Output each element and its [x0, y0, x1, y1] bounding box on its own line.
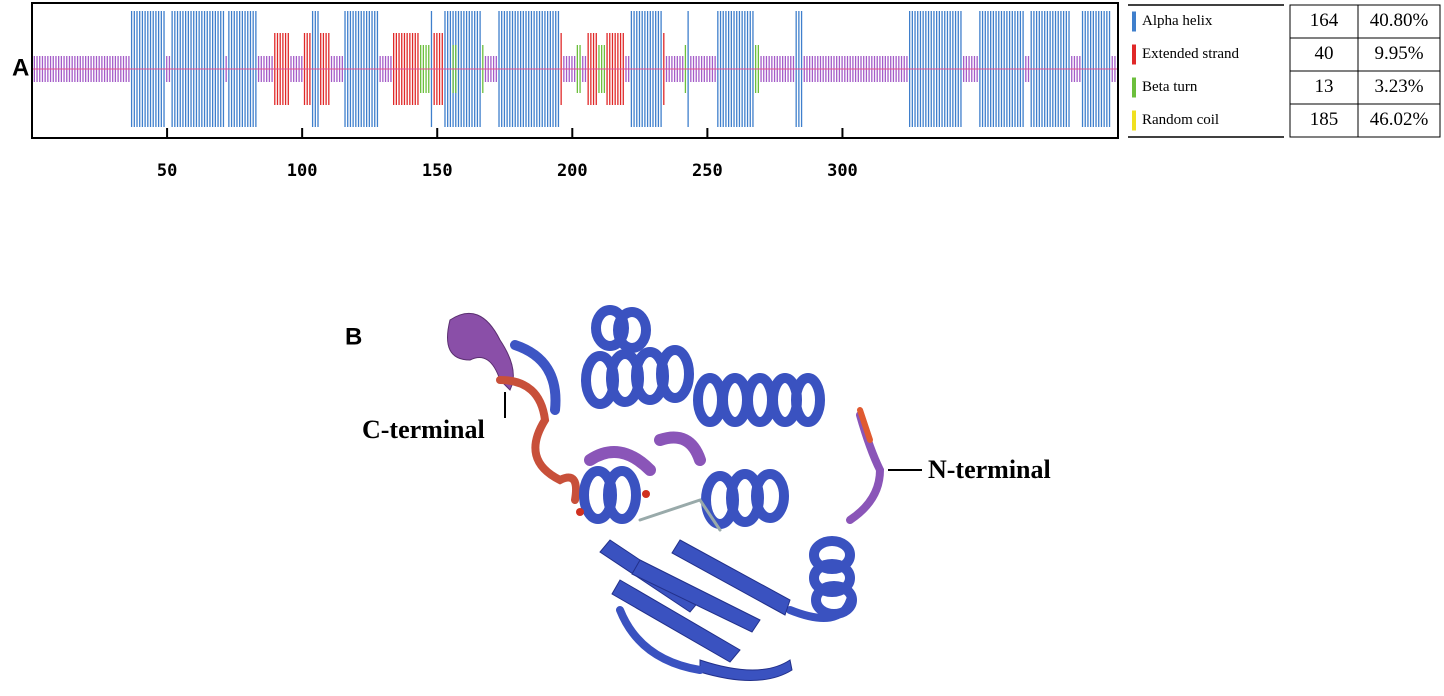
c-terminal-label: C-terminal: [362, 415, 485, 444]
percent-cell: 9.95%: [1374, 43, 1423, 64]
count-cell: 185: [1310, 109, 1339, 130]
legend-name: Extended strand: [1142, 46, 1240, 62]
legend-swatch: [1132, 77, 1136, 98]
x-tick-label: 250: [692, 161, 723, 181]
x-tick-label: 150: [422, 161, 453, 181]
n-terminal-label: N-terminal: [928, 455, 1051, 484]
count-cell: 13: [1315, 76, 1334, 97]
legend-swatch: [1132, 110, 1136, 131]
legend-name: Beta turn: [1142, 79, 1198, 95]
protein-structure: [447, 305, 885, 681]
legend-swatch: [1132, 44, 1136, 65]
percent-cell: 40.80%: [1370, 10, 1429, 31]
legend-swatch: [1132, 11, 1136, 32]
percent-cell: 46.02%: [1370, 109, 1429, 130]
legend-table: Alpha helix 164 40.80% Extended strand 40 9.9…: [1128, 4, 1441, 138]
plot-frame: [31, 2, 1119, 139]
x-tick-label: 100: [287, 161, 318, 181]
x-tick-label: 300: [827, 161, 858, 181]
count-cell: 40: [1315, 43, 1334, 64]
structure-plot: 50 100 150 200 250 300: [32, 11, 1119, 181]
panel-label: B: [345, 323, 362, 350]
x-tick-label: 50: [157, 161, 177, 181]
table-cell: [1357, 103, 1441, 138]
x-tick-label: 200: [557, 161, 588, 181]
count-cell: 164: [1310, 10, 1339, 31]
legend-name: Random coil: [1142, 112, 1219, 128]
legend-name: Alpha helix: [1142, 13, 1213, 29]
percent-cell: 3.23%: [1374, 76, 1423, 97]
panel-label: A: [12, 54, 29, 81]
